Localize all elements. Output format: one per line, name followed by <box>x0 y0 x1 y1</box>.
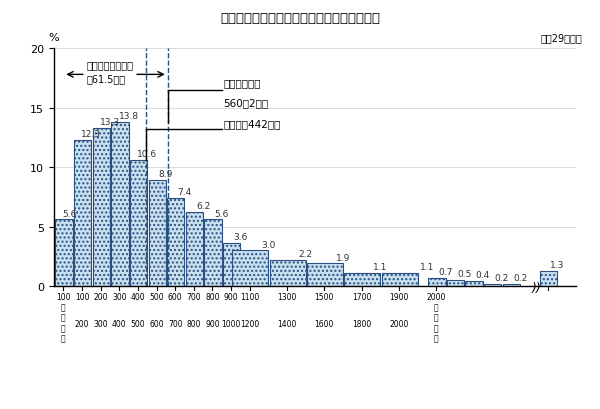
Text: 500: 500 <box>149 292 164 301</box>
Bar <box>186 213 203 286</box>
Text: 5.6: 5.6 <box>62 209 77 218</box>
Text: 平均所得金額: 平均所得金額 <box>224 78 261 88</box>
Text: 3.0: 3.0 <box>261 240 275 249</box>
Bar <box>540 271 557 286</box>
Text: 0.2: 0.2 <box>513 273 527 282</box>
Bar <box>382 273 418 286</box>
Text: 300: 300 <box>112 292 127 301</box>
Text: 300: 300 <box>93 319 108 328</box>
Text: 0.7: 0.7 <box>439 267 452 276</box>
Text: 1700: 1700 <box>352 292 371 301</box>
Text: 700: 700 <box>187 292 201 301</box>
Text: 600: 600 <box>168 292 182 301</box>
Text: 100
万
円
未
満: 100 万 円 未 満 <box>56 292 71 343</box>
Text: 0.5: 0.5 <box>457 270 472 279</box>
Text: 700: 700 <box>168 319 182 328</box>
Bar <box>344 273 380 286</box>
Bar <box>74 140 91 286</box>
Text: 1.3: 1.3 <box>550 260 565 269</box>
Bar <box>307 264 343 286</box>
Bar <box>55 220 73 286</box>
Bar <box>232 251 268 286</box>
Text: 1900: 1900 <box>389 292 409 301</box>
Bar <box>428 278 445 286</box>
Text: 1.1: 1.1 <box>419 263 434 272</box>
Bar <box>149 181 166 286</box>
Text: 7.4: 7.4 <box>178 188 191 197</box>
Text: )): )) <box>532 281 542 294</box>
Text: 平均所得金額以下: 平均所得金額以下 <box>86 61 134 70</box>
Text: 900: 900 <box>224 292 238 301</box>
Text: 200: 200 <box>75 319 89 328</box>
Text: 10.6: 10.6 <box>137 150 157 159</box>
Bar <box>130 161 147 286</box>
Text: 1100: 1100 <box>240 292 259 301</box>
Text: 100: 100 <box>75 292 89 301</box>
Text: 1500: 1500 <box>314 292 334 301</box>
Text: 1300: 1300 <box>277 292 297 301</box>
Text: 400: 400 <box>131 292 145 301</box>
Bar <box>447 281 464 286</box>
Bar <box>484 284 502 286</box>
Bar <box>111 123 128 286</box>
Text: 800: 800 <box>205 292 220 301</box>
Text: 図９　所得金額階級別世帯数の相対度数分布: 図９ 所得金額階級別世帯数の相対度数分布 <box>220 12 380 25</box>
Bar <box>167 198 185 286</box>
Text: 2.2: 2.2 <box>299 249 313 258</box>
Bar <box>269 260 305 286</box>
Text: 1200: 1200 <box>240 319 259 328</box>
Bar <box>92 128 110 286</box>
Bar <box>205 220 222 286</box>
Text: 500: 500 <box>131 319 145 328</box>
Text: 0.4: 0.4 <box>476 271 490 280</box>
Text: 0.2: 0.2 <box>494 273 509 282</box>
Text: 平成29年調査: 平成29年調査 <box>540 33 582 43</box>
Text: 400: 400 <box>112 319 127 328</box>
Text: 1400: 1400 <box>277 319 297 328</box>
Text: 13.3: 13.3 <box>100 118 120 127</box>
Text: 560万2千円: 560万2千円 <box>224 99 269 108</box>
Text: 600: 600 <box>149 319 164 328</box>
Text: 12.3: 12.3 <box>81 130 101 139</box>
Bar <box>466 281 483 286</box>
Text: 2000
万
円
以
上: 2000 万 円 以 上 <box>427 292 446 343</box>
Text: （61.5％）: （61.5％） <box>86 74 126 83</box>
Text: 200: 200 <box>94 292 108 301</box>
Text: 900: 900 <box>205 319 220 328</box>
Text: 800: 800 <box>187 319 201 328</box>
Text: 1800: 1800 <box>352 319 371 328</box>
Text: 3.6: 3.6 <box>233 233 248 242</box>
Bar <box>223 244 241 286</box>
Text: 1.9: 1.9 <box>336 253 350 262</box>
Bar <box>503 284 520 286</box>
Text: %: % <box>49 33 59 43</box>
Text: 2000: 2000 <box>389 319 409 328</box>
Text: 中央値　442万円: 中央値 442万円 <box>224 119 281 128</box>
Text: 1000: 1000 <box>221 319 241 328</box>
Text: 5.6: 5.6 <box>215 209 229 218</box>
Text: 1600: 1600 <box>314 319 334 328</box>
Text: 6.2: 6.2 <box>196 202 210 211</box>
Text: 1.1: 1.1 <box>373 263 388 272</box>
Text: 13.8: 13.8 <box>119 112 139 121</box>
Text: 8.9: 8.9 <box>158 170 173 179</box>
